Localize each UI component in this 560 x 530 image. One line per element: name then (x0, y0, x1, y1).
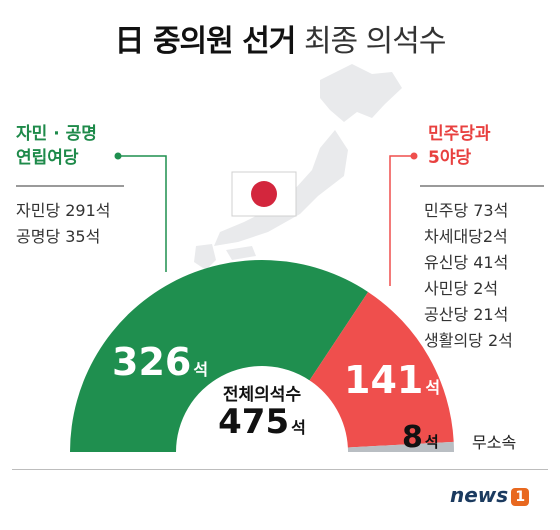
left-coalition-title: 자민 · 공명 연립여당 (16, 122, 97, 170)
title-bold: 日 중의원 선거 (114, 24, 297, 59)
page-title: 日 중의원 선거 최종 의석수 (0, 16, 560, 60)
honshu-shape (214, 130, 348, 246)
party-item: 민주당 73석 (424, 201, 509, 220)
red-seat-value: 141 (344, 358, 424, 402)
independent-seat-unit: 석 (424, 433, 439, 451)
right-divider (420, 185, 544, 187)
logo-text: news (450, 483, 509, 507)
total-seat-value: 475 (218, 402, 290, 442)
logo-mark: 1 (511, 488, 530, 506)
total-label: 전체의석수 (222, 385, 302, 405)
independent-label: 무소속 (472, 433, 517, 452)
party-item: 생활의당 2석 (424, 331, 513, 350)
right-title-line1: 민주당과 (428, 124, 491, 144)
bottom-divider (12, 469, 548, 470)
left-leader-line-dot (114, 152, 122, 160)
kyushu-shape (194, 244, 216, 270)
slice-ruling-coalition (70, 260, 369, 452)
flag-sun (251, 181, 277, 207)
japan-flag (231, 171, 297, 217)
left-title-line2: 연립여당 (16, 148, 79, 168)
left-leader-line (118, 155, 167, 272)
right-party-list: 민주당 73석 차세대당2석 유신당 41석 사민당 2석 공산당 21석 생활… (424, 198, 513, 354)
left-title-line1: 자민 · 공명 (16, 124, 97, 144)
red-seat-unit: 석 (425, 378, 441, 397)
right-title-line2: 5야당 (428, 148, 472, 168)
party-item: 사민당 2석 (424, 279, 499, 298)
news1-logo: news 1 (450, 483, 530, 507)
total-seat-unit: 석 (291, 418, 306, 437)
party-item: 자민당 291석 (16, 201, 111, 220)
slice-opposition (309, 291, 454, 448)
party-item: 차세대당2석 (424, 227, 508, 246)
left-party-list: 자민당 291석 공명당 35석 (16, 198, 111, 250)
title-light: 최종 의석수 (303, 24, 447, 59)
green-seat-value: 326 (112, 340, 192, 384)
party-item: 공명당 35석 (16, 227, 101, 246)
red-seat-label: 141 석 (344, 358, 440, 402)
green-seat-unit: 석 (193, 360, 209, 379)
left-divider (16, 185, 124, 187)
hokkaido-shape (320, 64, 402, 122)
right-leader-line-dot (410, 152, 418, 160)
slice-independent (347, 441, 454, 452)
right-leader-line (389, 155, 414, 286)
shikoku-shape (226, 246, 256, 260)
party-item: 공산당 21석 (424, 305, 509, 324)
total-seat-label: 475 석 (206, 402, 318, 442)
party-item: 유신당 41석 (424, 253, 509, 272)
independent-seat-value: 8 (402, 420, 423, 455)
right-coalition-title: 민주당과 5야당 (428, 122, 491, 170)
green-seat-label: 326 석 (112, 340, 208, 384)
